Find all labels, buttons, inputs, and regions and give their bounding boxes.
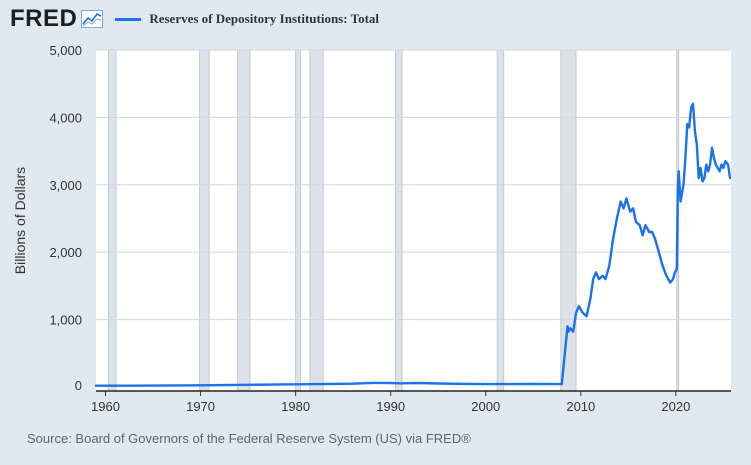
x-tick-label: 2000: [471, 399, 500, 414]
chart-legend[interactable]: Reserves of Depository Institutions: Tot…: [115, 11, 379, 27]
chart-header: FRED Reserves of Depository Institutions…: [10, 5, 379, 32]
recession-band: [309, 49, 324, 392]
legend-swatch: [115, 17, 142, 21]
fred-logo[interactable]: FRED: [10, 5, 78, 32]
recession-band: [295, 49, 301, 392]
y-tick-label: 4,000: [49, 110, 82, 125]
legend-series-label: Reserves of Depository Institutions: Tot…: [149, 11, 380, 26]
y-axis-label: Billions of Dollars: [12, 167, 28, 274]
series-line[interactable]: [94, 102, 732, 387]
recession-band: [496, 49, 505, 392]
recession-band: [237, 49, 251, 392]
recession-band: [395, 49, 403, 392]
recession-band: [107, 49, 117, 392]
x-tick-label: 1990: [376, 399, 405, 414]
x-tick-label: 1960: [91, 399, 120, 414]
x-tick-label: 1970: [186, 399, 215, 414]
y-tick-label: 5,000: [49, 43, 82, 58]
line-chart-icon: [81, 10, 104, 28]
x-tick-label: 2020: [661, 399, 690, 414]
recession-band: [560, 49, 577, 392]
x-tick-label: 1980: [281, 399, 310, 414]
y-tick-label: 0: [75, 378, 82, 393]
source-note: Source: Board of Governors of the Federa…: [27, 431, 471, 446]
y-tick-label: 3,000: [49, 178, 82, 193]
recession-band: [199, 49, 210, 392]
y-tick-label: 1,000: [49, 313, 82, 328]
x-tick-label: 2010: [566, 399, 595, 414]
y-tick-label: 2,000: [49, 245, 82, 260]
